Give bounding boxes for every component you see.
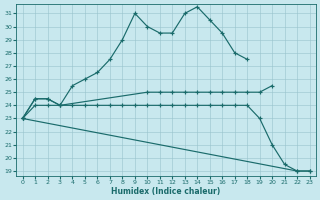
X-axis label: Humidex (Indice chaleur): Humidex (Indice chaleur)	[111, 187, 221, 196]
